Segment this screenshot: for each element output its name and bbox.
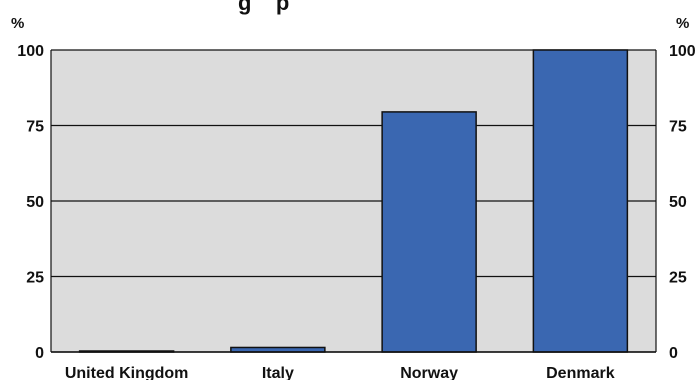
y-tick-label-right-100: 100 xyxy=(669,43,696,60)
bar-denmark xyxy=(532,49,629,353)
y-tick-label-left-25: 25 xyxy=(26,270,44,287)
labels: 0 0 25 25 50 50 75 75 100 100 United Kingdom Italy N… xyxy=(17,43,696,380)
y-tick-label-right-75: 75 xyxy=(669,119,687,136)
x-tick-label-united-kingdom: United Kingdom xyxy=(65,365,189,380)
y-tick-label-left-100: 100 xyxy=(17,43,44,60)
x-tick-label-norway: Norway xyxy=(400,365,458,380)
axes xyxy=(50,50,657,353)
bar-norway xyxy=(381,111,477,353)
bars xyxy=(78,49,629,353)
y-axis-unit-left: % xyxy=(11,15,24,32)
y-tick-label-right-0: 0 xyxy=(669,345,678,362)
x-tick-label-denmark: Denmark xyxy=(546,365,615,380)
y-tick-label-left-75: 75 xyxy=(26,119,44,136)
y-tick-label-right-50: 50 xyxy=(669,194,687,211)
y-tick-label-right-25: 25 xyxy=(669,270,687,287)
x-tick-label-italy: Italy xyxy=(262,365,294,380)
y-tick-label-left-0: 0 xyxy=(35,345,44,362)
y-tick-label-left-50: 50 xyxy=(26,194,44,211)
y-axis-unit-right: % xyxy=(676,15,689,32)
chart-title-fragment: g p xyxy=(238,0,289,15)
